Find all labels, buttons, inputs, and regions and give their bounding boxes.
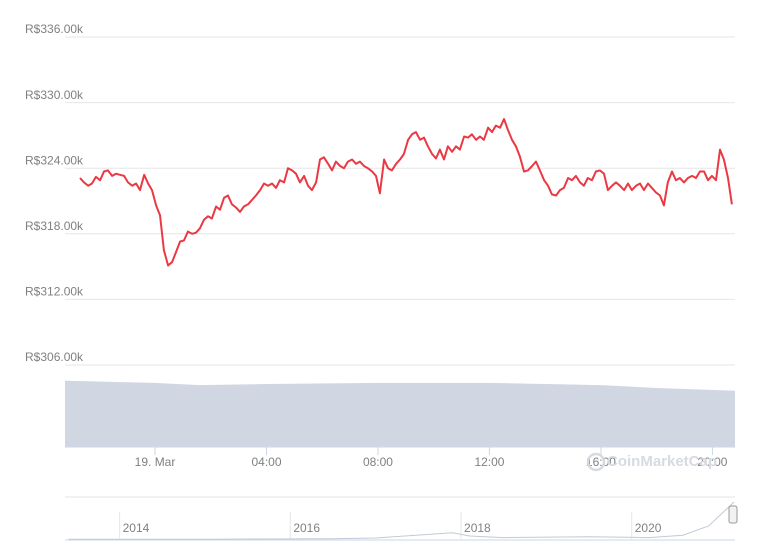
watermark: CoinMarketCap xyxy=(607,453,717,470)
price-layer xyxy=(79,118,733,267)
grid-layer: R$306.00k R$312.00k R$318.00k R$324.00k R$33… xyxy=(25,22,735,469)
x-tick-label: 04:00 xyxy=(251,455,281,469)
navigator-tick-label: 2016 xyxy=(293,521,320,535)
watermark-logo xyxy=(586,452,606,472)
x-tick-label: 12:00 xyxy=(474,455,504,469)
x-tick-label: 08:00 xyxy=(363,455,393,469)
y-tick-label: R$324.00k xyxy=(25,153,84,167)
navigator-tick-label: 2014 xyxy=(123,521,150,535)
volume-layer xyxy=(65,380,735,447)
y-tick-label: R$336.00k xyxy=(25,22,84,36)
price-line xyxy=(79,118,733,267)
x-tick-label: 20:00 xyxy=(697,455,727,469)
navigator-handle[interactable] xyxy=(728,505,738,524)
y-tick-label: R$318.00k xyxy=(25,219,84,233)
y-tick-label: R$312.00k xyxy=(25,285,84,299)
navigator-tick-label: 2020 xyxy=(635,521,662,535)
x-tick-label: 19. Mar xyxy=(135,455,176,469)
volume-area xyxy=(65,380,735,447)
navigator-layer: 2014 2016 2018 2020 xyxy=(68,501,735,540)
navigator-line xyxy=(68,501,735,540)
navigator-tick-label: 2018 xyxy=(464,521,491,535)
y-tick-label: R$306.00k xyxy=(25,350,84,364)
x-tick-label: 16:00 xyxy=(586,455,616,469)
y-tick-label: R$330.00k xyxy=(25,88,84,102)
